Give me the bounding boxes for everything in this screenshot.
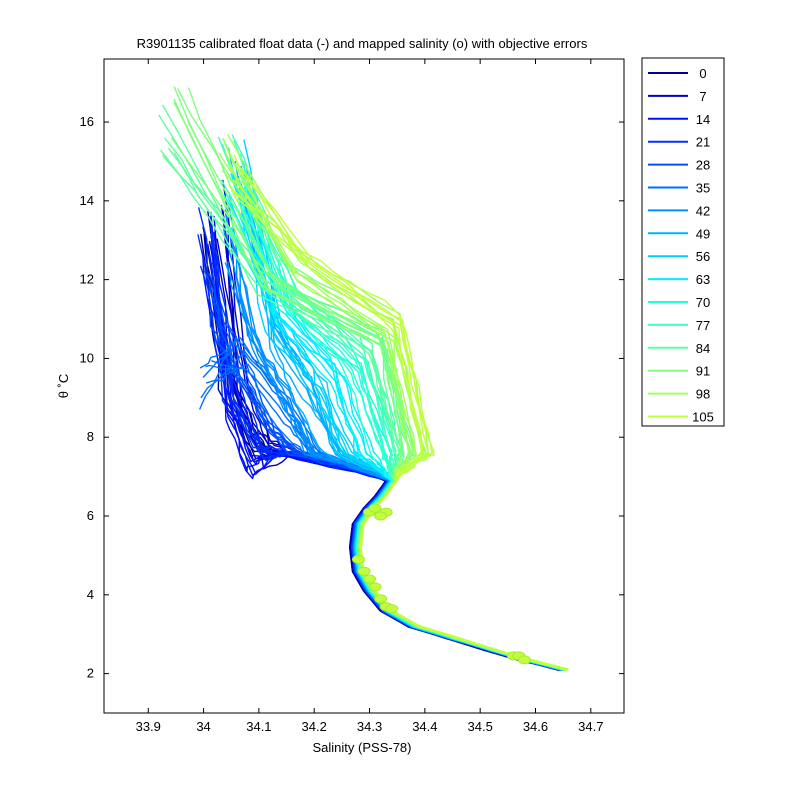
mapped-point <box>368 582 382 592</box>
mapped-point <box>351 554 365 564</box>
x-tick-label: 34.3 <box>357 719 382 734</box>
legend-label: 98 <box>696 387 710 402</box>
x-axis-label: Salinity (PSS-78) <box>313 740 412 755</box>
legend-label: 70 <box>696 295 710 310</box>
legend-label: 0 <box>699 66 706 81</box>
mapped-points-layer <box>351 503 531 665</box>
y-tick-label: 12 <box>80 272 94 287</box>
legend-label: 35 <box>696 181 710 196</box>
legend-label: 63 <box>696 272 710 287</box>
legend-label: 105 <box>692 410 714 425</box>
x-tick-label: 34.6 <box>523 719 548 734</box>
legend-label: 7 <box>699 89 706 104</box>
x-tick-label: 34.1 <box>246 719 271 734</box>
y-tick-label: 14 <box>80 193 94 208</box>
mapped-point <box>374 594 388 604</box>
x-tick-label: 34.4 <box>412 719 437 734</box>
mapped-point <box>374 511 388 521</box>
y-tick-label: 6 <box>87 508 94 523</box>
legend-label: 49 <box>696 226 710 241</box>
legend-label: 91 <box>696 364 710 379</box>
x-tick-label: 34 <box>196 719 210 734</box>
x-tick-label: 34.5 <box>468 719 493 734</box>
legend-label: 14 <box>696 112 710 127</box>
y-tick-label: 16 <box>80 114 94 129</box>
legend-label: 28 <box>696 158 710 173</box>
legend-label: 84 <box>696 341 710 356</box>
y-tick-label: 8 <box>87 429 94 444</box>
x-tick-label: 34.7 <box>578 719 603 734</box>
y-tick-label: 2 <box>87 666 94 681</box>
mapped-point <box>357 566 371 576</box>
mapped-point <box>517 655 531 665</box>
mapped-point <box>385 604 399 614</box>
mapped-point <box>363 574 377 584</box>
x-axis-ticks: 33.9 34 34.1 34.2 34.3 34.4 34.5 34.6 34.7 <box>136 59 603 734</box>
legend-label: 21 <box>696 135 710 150</box>
mapped-point <box>368 503 382 513</box>
legend-items: 0 7 14 21 28 35 42 49 56 63 70 77 84 91 98 105 <box>648 66 714 425</box>
y-tick-label: 10 <box>80 350 94 365</box>
chart-title: R3901135 calibrated float data (-) and m… <box>137 36 588 51</box>
legend-label: 42 <box>696 203 710 218</box>
y-axis-ticks: 2 4 6 8 10 12 14 16 <box>80 114 624 681</box>
x-tick-label: 33.9 <box>136 719 161 734</box>
legend: 0 7 14 21 28 35 42 49 56 63 70 77 84 91 98 105 <box>641 57 725 427</box>
y-tick-label: 4 <box>87 587 94 602</box>
plot-frame <box>103 58 625 714</box>
x-tick-label: 34.2 <box>302 719 327 734</box>
legend-label: 77 <box>696 318 710 333</box>
plot-area: 33.9 34 34.1 34.2 34.3 34.4 34.5 34.6 34.7 2 4 6 8 1… <box>80 58 625 734</box>
y-axis-label: θ ˚C <box>56 374 71 399</box>
legend-label: 56 <box>696 249 710 264</box>
